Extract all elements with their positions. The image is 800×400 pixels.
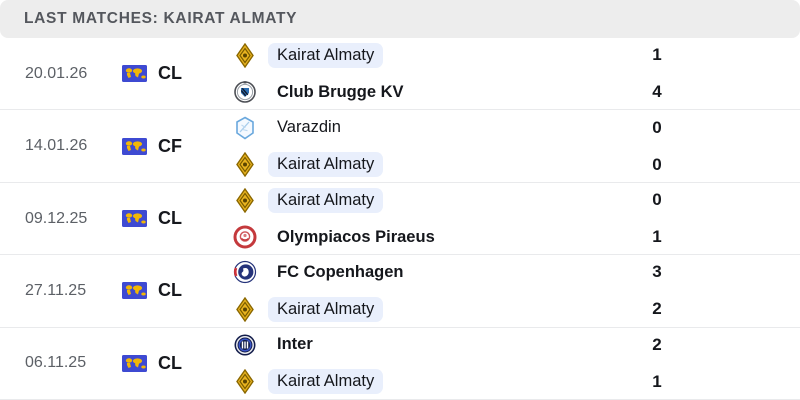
kairat-almaty-logo — [232, 152, 258, 177]
match-date: 06.11.25 — [25, 354, 87, 372]
widget-title: LAST MATCHES: KAIRAT ALMATY — [24, 10, 298, 27]
match-row[interactable]: 14.01.26 CF Varazdin 0 Kairat Almaty 0 — [0, 110, 800, 183]
away-team-line: Kairat Almaty 2 — [232, 295, 672, 323]
world-flag-icon — [122, 65, 147, 83]
away-team-line: Olympiacos Piraeus 1 — [232, 223, 672, 251]
competition-code: CF — [158, 135, 182, 156]
matchup: FC Copenhagen 3 Kairat Almaty 2 — [232, 258, 800, 323]
matchup: Inter 2 Kairat Almaty 1 — [232, 331, 800, 396]
competition-code: CL — [158, 63, 182, 84]
kairat-almaty-logo — [232, 187, 258, 213]
away-team-line: Kairat Almaty 0 — [232, 151, 672, 179]
competition: CL — [122, 63, 232, 84]
inter-logo — [232, 333, 258, 357]
world-flag-icon — [122, 282, 147, 300]
match-row[interactable]: 06.11.25 CL Inter 2 Kairat Almaty 1 — [0, 328, 800, 400]
matchup: Kairat Almaty 1 Club Brugge KV 4 — [232, 41, 800, 106]
away-team-score: 1 — [652, 371, 662, 391]
match-date: 27.11.25 — [25, 281, 87, 299]
match-date: 09.12.25 — [25, 209, 88, 227]
competition: CL — [122, 208, 232, 229]
olympiacos-logo — [232, 225, 258, 249]
match-row[interactable]: 09.12.25 CL Kairat Almaty 0 Olympiacos P… — [0, 183, 800, 256]
world-flag-icon — [122, 354, 147, 372]
world-flag-icon — [122, 210, 147, 228]
match-row[interactable]: 27.11.25 CL FC Copenhagen 3 Kairat Almat… — [0, 255, 800, 328]
home-team-line: Kairat Almaty 1 — [232, 41, 672, 69]
widget-header: LAST MATCHES: KAIRAT ALMATY — [0, 0, 800, 38]
kairat-almaty-logo — [232, 297, 258, 322]
home-team-name: Varazdin — [277, 118, 341, 137]
matchup: Varazdin 0 Kairat Almaty 0 — [232, 114, 800, 179]
away-team-name: Kairat Almaty — [268, 152, 384, 178]
competition-code: CL — [158, 208, 182, 229]
away-team-score: 4 — [652, 82, 662, 102]
competition: CF — [122, 136, 232, 157]
away-team-score: 2 — [652, 299, 662, 319]
home-team-name: Inter — [277, 335, 313, 354]
away-team-score: 0 — [652, 154, 662, 174]
kairat-almaty-logo — [232, 43, 258, 68]
match-date: 14.01.26 — [25, 137, 88, 155]
home-team-score: 0 — [652, 117, 662, 137]
away-team-name: Olympiacos Piraeus — [277, 227, 435, 246]
competition-code: CL — [158, 280, 182, 301]
away-team-line: Kairat Almaty 1 — [232, 368, 672, 396]
home-team-line: Inter 2 — [232, 331, 672, 359]
competition-code: CL — [158, 352, 182, 373]
home-team-score: 3 — [652, 262, 662, 282]
home-team-line: FC Copenhagen 3 — [232, 258, 672, 286]
club-brugge-logo — [232, 80, 258, 104]
kairat-almaty-logo — [232, 369, 258, 395]
match-row[interactable]: 20.01.26 CL Kairat Almaty 1 Club Brugge … — [0, 38, 800, 111]
match-list: 20.01.26 CL Kairat Almaty 1 Club Brugge … — [0, 38, 800, 400]
home-team-name: FC Copenhagen — [277, 262, 404, 281]
away-team-line: Club Brugge KV 4 — [232, 78, 672, 106]
world-flag-icon — [122, 137, 147, 155]
home-team-score: 0 — [652, 190, 662, 210]
home-team-line: Kairat Almaty 0 — [232, 186, 672, 214]
fc-copenhagen-logo — [232, 260, 258, 285]
competition: CL — [122, 353, 232, 374]
home-team-score: 1 — [652, 45, 662, 65]
away-team-name: Kairat Almaty — [268, 296, 384, 322]
competition: CL — [122, 280, 232, 301]
away-team-name: Club Brugge KV — [277, 82, 404, 101]
matchup: Kairat Almaty 0 Olympiacos Piraeus 1 — [232, 186, 800, 251]
varazdin-logo — [232, 116, 258, 140]
home-team-score: 2 — [652, 334, 662, 354]
away-team-name: Kairat Almaty — [268, 369, 384, 395]
home-team-name: Kairat Almaty — [268, 42, 384, 68]
home-team-line: Varazdin 0 — [232, 114, 672, 142]
away-team-score: 1 — [652, 227, 662, 247]
match-date: 20.01.26 — [25, 64, 88, 82]
home-team-name: Kairat Almaty — [268, 187, 384, 213]
